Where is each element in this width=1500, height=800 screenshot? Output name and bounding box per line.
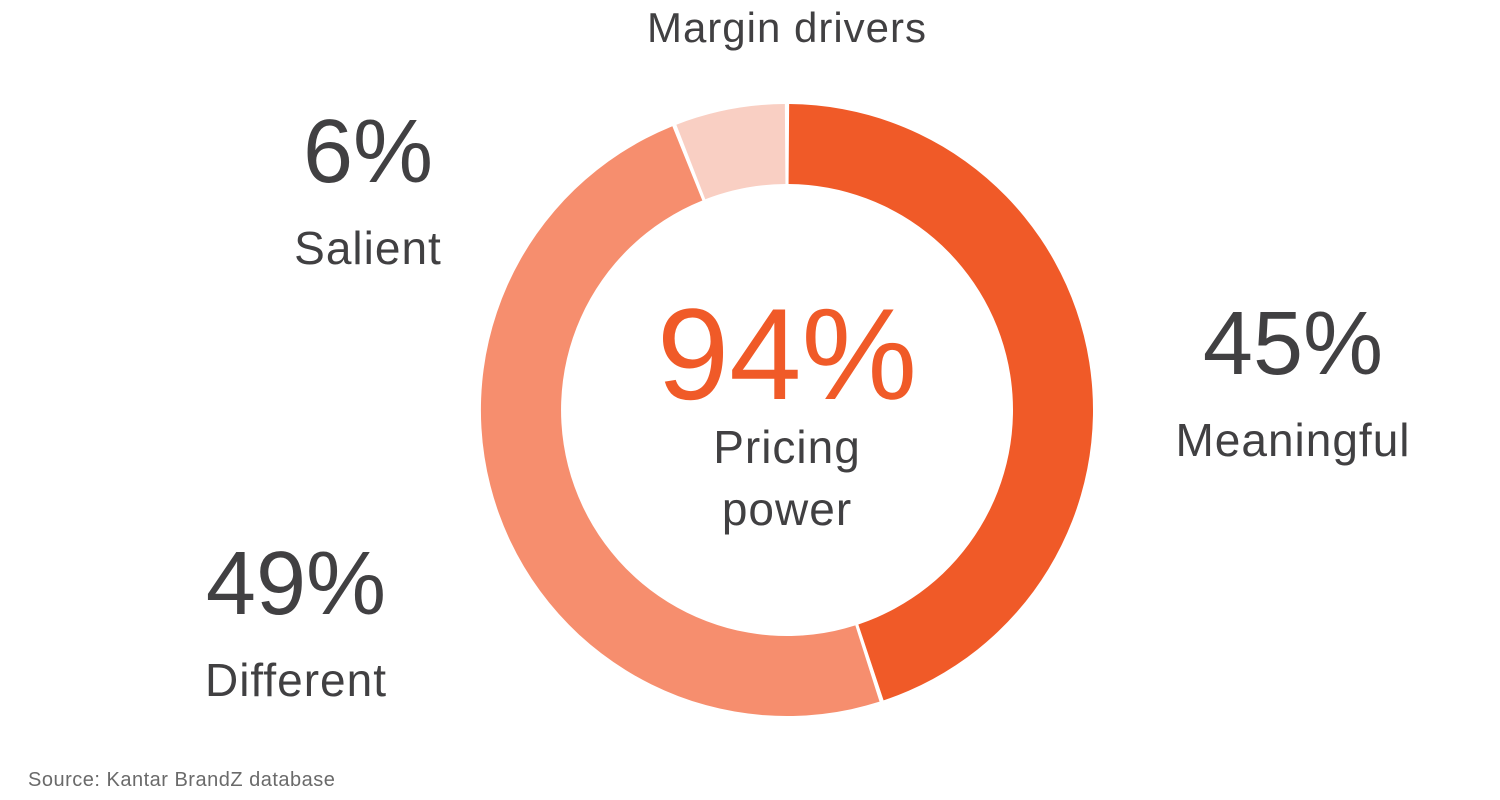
chart-title: Margin drivers bbox=[646, 4, 928, 51]
donut-center-label-line2: power bbox=[721, 483, 853, 535]
callout-salient-label: Salient bbox=[294, 222, 442, 274]
callout-different-label: Different bbox=[204, 654, 388, 706]
donut-segment-different bbox=[480, 126, 880, 717]
donut-segment-meaningful bbox=[788, 104, 1094, 701]
callout-different: 49% Different bbox=[146, 539, 446, 703]
callout-meaningful: 45% Meaningful bbox=[1128, 299, 1458, 463]
source-note: Source: Kantar BrandZ database bbox=[28, 769, 336, 791]
donut-chart bbox=[480, 104, 1094, 717]
callout-salient: 6% Salient bbox=[218, 107, 518, 271]
donut-center-label-line1: Pricing bbox=[713, 421, 861, 473]
donut-chart-container bbox=[467, 90, 1107, 730]
donut-center-value: 94% bbox=[656, 281, 918, 427]
callout-meaningful-label: Meaningful bbox=[1175, 414, 1411, 466]
callout-meaningful-value: 45% bbox=[1202, 294, 1384, 394]
callout-different-value: 49% bbox=[205, 534, 387, 634]
callout-salient-value: 6% bbox=[302, 102, 434, 202]
donut-segment-salient bbox=[676, 104, 786, 200]
